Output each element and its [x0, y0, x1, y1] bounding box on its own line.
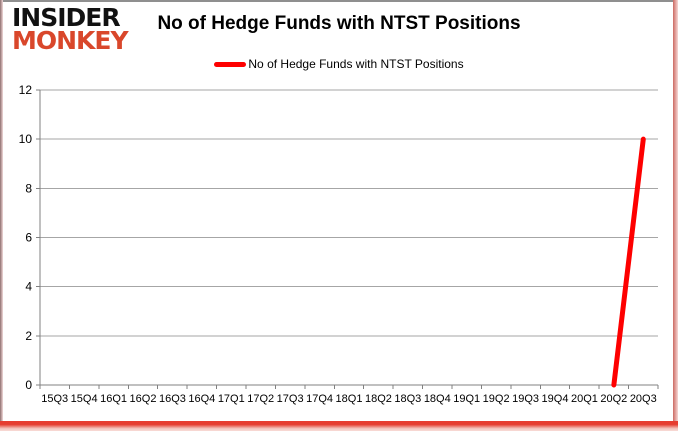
logo-line-monkey: MONKEY: [12, 26, 129, 55]
x-tick-label: 18Q2: [365, 393, 392, 405]
x-tick-label: 20Q3: [630, 393, 657, 405]
x-tick-label: 15Q4: [71, 393, 98, 405]
x-tick-label: 16Q3: [159, 393, 186, 405]
x-tick-label: 17Q2: [247, 393, 274, 405]
x-tick-label: 15Q3: [41, 393, 68, 405]
legend: No of Hedge Funds with NTST Positions: [0, 57, 678, 71]
x-tick-label: 17Q1: [218, 393, 245, 405]
x-tick-label: 19Q4: [542, 393, 569, 405]
x-tick-label: 17Q4: [306, 393, 333, 405]
page-title: No of Hedge Funds with NTST Positions: [157, 13, 521, 34]
y-tick-label: 10: [19, 132, 33, 146]
insider-monkey-logo: INSIDER MONKEY: [12, 3, 129, 55]
legend-line-swatch: [214, 61, 247, 67]
x-tick-label: 16Q2: [130, 393, 157, 405]
x-tick-label: 18Q3: [394, 393, 421, 405]
x-tick-label: 19Q2: [483, 393, 510, 405]
x-tick-label: 18Q4: [424, 393, 451, 405]
logo-line-insider: INSIDER: [12, 3, 121, 32]
y-tick-label: 6: [25, 231, 32, 245]
x-tick-label: 16Q1: [100, 393, 127, 405]
x-tick-label: 20Q2: [600, 393, 627, 405]
legend-label: No of Hedge Funds with NTST Positions: [248, 57, 464, 71]
chart-area: 0 2 4 6 8 10 12 15Q3 15Q4 16Q1 16Q2 16Q3 16Q4 17Q1 17Q…: [0, 80, 678, 431]
y-tick-label: 4: [25, 280, 32, 294]
y-tick-label: 0: [25, 378, 32, 392]
x-tick-label: 17Q3: [277, 393, 304, 405]
x-tick-label: 20Q1: [571, 393, 598, 405]
x-tick-label: 19Q1: [453, 393, 480, 405]
y-tick-label: 12: [19, 83, 33, 97]
x-tick-label: 16Q4: [188, 393, 215, 405]
x-tick-label: 19Q3: [512, 393, 539, 405]
frame-border-top: [0, 0, 678, 2]
x-tick-label: 18Q1: [336, 393, 363, 405]
y-tick-label: 2: [25, 329, 32, 343]
y-tick-label: 8: [25, 181, 32, 195]
data-line-ntst: [611, 136, 646, 388]
